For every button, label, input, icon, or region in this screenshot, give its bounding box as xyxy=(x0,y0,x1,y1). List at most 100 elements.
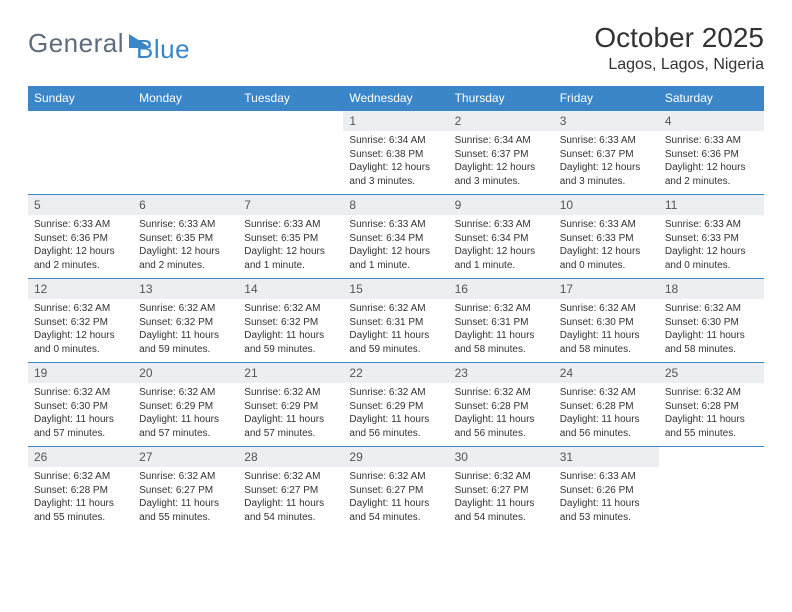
calendar-day-cell: 17Sunrise: 6:32 AMSunset: 6:30 PMDayligh… xyxy=(554,279,659,363)
day-details: Sunrise: 6:33 AMSunset: 6:33 PMDaylight:… xyxy=(554,215,659,276)
day-number: 5 xyxy=(28,195,133,215)
day-details: Sunrise: 6:32 AMSunset: 6:32 PMDaylight:… xyxy=(238,299,343,360)
day-number: 31 xyxy=(554,447,659,467)
day-number: 28 xyxy=(238,447,343,467)
day-details: Sunrise: 6:34 AMSunset: 6:38 PMDaylight:… xyxy=(343,131,448,192)
calendar-week-row: 1Sunrise: 6:34 AMSunset: 6:38 PMDaylight… xyxy=(28,111,764,195)
day-details: Sunrise: 6:32 AMSunset: 6:29 PMDaylight:… xyxy=(238,383,343,444)
calendar-day-cell: 15Sunrise: 6:32 AMSunset: 6:31 PMDayligh… xyxy=(343,279,448,363)
calendar-day-cell: 24Sunrise: 6:32 AMSunset: 6:28 PMDayligh… xyxy=(554,363,659,447)
day-details: Sunrise: 6:32 AMSunset: 6:27 PMDaylight:… xyxy=(343,467,448,528)
calendar-day-cell: 16Sunrise: 6:32 AMSunset: 6:31 PMDayligh… xyxy=(449,279,554,363)
day-number: 4 xyxy=(659,111,764,131)
calendar-day-cell: 6Sunrise: 6:33 AMSunset: 6:35 PMDaylight… xyxy=(133,195,238,279)
calendar-week-row: 5Sunrise: 6:33 AMSunset: 6:36 PMDaylight… xyxy=(28,195,764,279)
day-details: Sunrise: 6:32 AMSunset: 6:29 PMDaylight:… xyxy=(343,383,448,444)
calendar-day-cell: 22Sunrise: 6:32 AMSunset: 6:29 PMDayligh… xyxy=(343,363,448,447)
day-details: Sunrise: 6:32 AMSunset: 6:31 PMDaylight:… xyxy=(449,299,554,360)
day-details: Sunrise: 6:34 AMSunset: 6:37 PMDaylight:… xyxy=(449,131,554,192)
calendar-day-cell: 20Sunrise: 6:32 AMSunset: 6:29 PMDayligh… xyxy=(133,363,238,447)
day-header: Friday xyxy=(554,86,659,111)
day-number: 14 xyxy=(238,279,343,299)
day-header: Sunday xyxy=(28,86,133,111)
logo-word-2: Blue xyxy=(136,22,190,65)
day-number: 15 xyxy=(343,279,448,299)
calendar-day-cell: 12Sunrise: 6:32 AMSunset: 6:32 PMDayligh… xyxy=(28,279,133,363)
day-details: Sunrise: 6:32 AMSunset: 6:27 PMDaylight:… xyxy=(133,467,238,528)
day-number: 8 xyxy=(343,195,448,215)
day-details: Sunrise: 6:32 AMSunset: 6:30 PMDaylight:… xyxy=(28,383,133,444)
calendar-day-cell: 3Sunrise: 6:33 AMSunset: 6:37 PMDaylight… xyxy=(554,111,659,195)
calendar-day-cell xyxy=(659,447,764,531)
day-header: Wednesday xyxy=(343,86,448,111)
day-number: 25 xyxy=(659,363,764,383)
day-number: 29 xyxy=(343,447,448,467)
calendar-day-cell: 11Sunrise: 6:33 AMSunset: 6:33 PMDayligh… xyxy=(659,195,764,279)
day-number: 6 xyxy=(133,195,238,215)
day-header-row: Sunday Monday Tuesday Wednesday Thursday… xyxy=(28,86,764,111)
day-number: 26 xyxy=(28,447,133,467)
calendar-day-cell xyxy=(133,111,238,195)
day-number: 23 xyxy=(449,363,554,383)
day-number: 13 xyxy=(133,279,238,299)
location: Lagos, Lagos, Nigeria xyxy=(594,56,764,74)
calendar-day-cell: 21Sunrise: 6:32 AMSunset: 6:29 PMDayligh… xyxy=(238,363,343,447)
day-number: 30 xyxy=(449,447,554,467)
day-number: 12 xyxy=(28,279,133,299)
calendar-table: Sunday Monday Tuesday Wednesday Thursday… xyxy=(28,86,764,531)
day-details: Sunrise: 6:32 AMSunset: 6:31 PMDaylight:… xyxy=(343,299,448,360)
day-number: 27 xyxy=(133,447,238,467)
day-details: Sunrise: 6:33 AMSunset: 6:35 PMDaylight:… xyxy=(238,215,343,276)
day-number: 3 xyxy=(554,111,659,131)
day-details: Sunrise: 6:32 AMSunset: 6:28 PMDaylight:… xyxy=(659,383,764,444)
calendar-day-cell: 7Sunrise: 6:33 AMSunset: 6:35 PMDaylight… xyxy=(238,195,343,279)
day-details: Sunrise: 6:33 AMSunset: 6:26 PMDaylight:… xyxy=(554,467,659,528)
calendar-day-cell: 13Sunrise: 6:32 AMSunset: 6:32 PMDayligh… xyxy=(133,279,238,363)
day-details: Sunrise: 6:33 AMSunset: 6:36 PMDaylight:… xyxy=(28,215,133,276)
calendar-day-cell xyxy=(238,111,343,195)
day-number: 19 xyxy=(28,363,133,383)
day-details: Sunrise: 6:32 AMSunset: 6:32 PMDaylight:… xyxy=(133,299,238,360)
calendar-week-row: 12Sunrise: 6:32 AMSunset: 6:32 PMDayligh… xyxy=(28,279,764,363)
day-details: Sunrise: 6:33 AMSunset: 6:35 PMDaylight:… xyxy=(133,215,238,276)
calendar-day-cell: 19Sunrise: 6:32 AMSunset: 6:30 PMDayligh… xyxy=(28,363,133,447)
calendar-day-cell: 27Sunrise: 6:32 AMSunset: 6:27 PMDayligh… xyxy=(133,447,238,531)
day-number: 20 xyxy=(133,363,238,383)
day-number: 2 xyxy=(449,111,554,131)
day-details: Sunrise: 6:32 AMSunset: 6:28 PMDaylight:… xyxy=(28,467,133,528)
day-details: Sunrise: 6:33 AMSunset: 6:33 PMDaylight:… xyxy=(659,215,764,276)
day-details: Sunrise: 6:32 AMSunset: 6:27 PMDaylight:… xyxy=(449,467,554,528)
calendar-week-row: 19Sunrise: 6:32 AMSunset: 6:30 PMDayligh… xyxy=(28,363,764,447)
day-number: 10 xyxy=(554,195,659,215)
day-number: 16 xyxy=(449,279,554,299)
day-details: Sunrise: 6:33 AMSunset: 6:34 PMDaylight:… xyxy=(343,215,448,276)
calendar-day-cell: 10Sunrise: 6:33 AMSunset: 6:33 PMDayligh… xyxy=(554,195,659,279)
day-header: Saturday xyxy=(659,86,764,111)
day-details: Sunrise: 6:32 AMSunset: 6:30 PMDaylight:… xyxy=(554,299,659,360)
day-details: Sunrise: 6:33 AMSunset: 6:36 PMDaylight:… xyxy=(659,131,764,192)
calendar-day-cell xyxy=(28,111,133,195)
calendar-day-cell: 5Sunrise: 6:33 AMSunset: 6:36 PMDaylight… xyxy=(28,195,133,279)
logo: General Blue xyxy=(28,22,190,65)
day-number: 24 xyxy=(554,363,659,383)
day-header: Tuesday xyxy=(238,86,343,111)
calendar-day-cell: 14Sunrise: 6:32 AMSunset: 6:32 PMDayligh… xyxy=(238,279,343,363)
calendar-day-cell: 30Sunrise: 6:32 AMSunset: 6:27 PMDayligh… xyxy=(449,447,554,531)
day-details: Sunrise: 6:32 AMSunset: 6:32 PMDaylight:… xyxy=(28,299,133,360)
day-header: Monday xyxy=(133,86,238,111)
month-title: October 2025 xyxy=(594,22,764,54)
logo-word-1: General xyxy=(28,28,124,59)
day-number: 11 xyxy=(659,195,764,215)
calendar-day-cell: 26Sunrise: 6:32 AMSunset: 6:28 PMDayligh… xyxy=(28,447,133,531)
calendar-day-cell: 1Sunrise: 6:34 AMSunset: 6:38 PMDaylight… xyxy=(343,111,448,195)
calendar-day-cell: 18Sunrise: 6:32 AMSunset: 6:30 PMDayligh… xyxy=(659,279,764,363)
calendar-day-cell: 31Sunrise: 6:33 AMSunset: 6:26 PMDayligh… xyxy=(554,447,659,531)
day-number: 1 xyxy=(343,111,448,131)
title-block: October 2025 Lagos, Lagos, Nigeria xyxy=(594,22,764,74)
calendar-day-cell: 28Sunrise: 6:32 AMSunset: 6:27 PMDayligh… xyxy=(238,447,343,531)
day-number: 7 xyxy=(238,195,343,215)
calendar-day-cell: 29Sunrise: 6:32 AMSunset: 6:27 PMDayligh… xyxy=(343,447,448,531)
day-number: 18 xyxy=(659,279,764,299)
day-number: 17 xyxy=(554,279,659,299)
calendar-day-cell: 9Sunrise: 6:33 AMSunset: 6:34 PMDaylight… xyxy=(449,195,554,279)
